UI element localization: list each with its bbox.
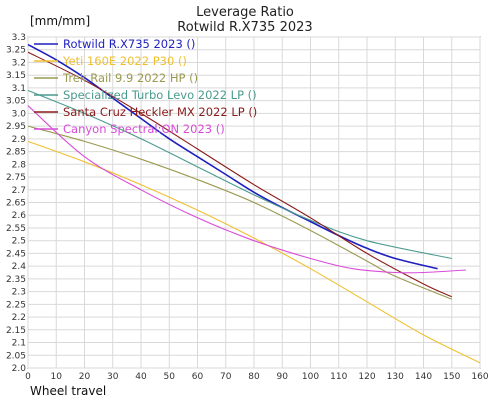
x-tick-label: 0	[25, 372, 31, 382]
tick-labels: 2.0 2.05 2.1 2.15 2.2 2.25 2.3 2.35 2.4 2.45 2.5 2.…	[6, 33, 489, 382]
y-tick-label: 2.15	[6, 326, 26, 336]
legend: Rotwild R.X735 2023 () Yeti 160E 2022 P30…	[34, 37, 257, 136]
y-tick-label: 2.35	[6, 275, 26, 285]
x-tick-label: 20	[79, 372, 91, 382]
y-tick-label: 3.25	[6, 46, 26, 56]
x-tick-label: 100	[302, 372, 319, 382]
y-tick-label: 3.15	[6, 71, 26, 81]
y-tick-label: 2.2	[12, 313, 26, 323]
y-tick-label: 2.0	[12, 364, 27, 374]
y-tick-label: 3.05	[6, 97, 26, 107]
legend-entry: Trek Rail 9.9 2022 HP ()	[62, 71, 198, 85]
y-tick-label: 2.65	[6, 199, 26, 209]
y-axis-label: [mm/mm]	[30, 14, 90, 28]
legend-entry: Yeti 160E 2022 P30 ()	[62, 54, 187, 68]
x-tick-label: 30	[107, 372, 119, 382]
y-tick-label: 2.5	[12, 237, 26, 247]
grid-lines	[27, 36, 481, 369]
series-line-3	[27, 125, 453, 300]
y-tick-label: 3.3	[12, 33, 26, 43]
y-tick-label: 2.4	[12, 262, 27, 272]
y-tick-label: 2.85	[6, 148, 26, 158]
x-axis-label: Wheel travel	[30, 384, 106, 398]
y-tick-label: 2.3	[12, 288, 26, 298]
x-tick-label: 40	[135, 372, 147, 382]
series-line-1	[27, 43, 438, 270]
y-tick-label: 2.9	[12, 135, 27, 145]
x-tick-label: 60	[192, 372, 204, 382]
legend-entry: Rotwild R.X735 2023 ()	[63, 37, 195, 51]
chart-title: Leverage Ratio	[196, 5, 294, 20]
y-tick-label: 2.95	[6, 122, 26, 132]
y-tick-label: 2.1	[12, 339, 26, 349]
x-tick-label: 50	[164, 372, 176, 382]
x-tick-label: 10	[51, 372, 63, 382]
y-tick-label: 2.55	[6, 224, 26, 234]
y-tick-label: 3.1	[12, 84, 26, 94]
y-tick-label: 2.6	[12, 211, 27, 221]
x-tick-label: 90	[277, 372, 289, 382]
y-tick-label: 3.0	[12, 109, 27, 119]
x-tick-label: 150	[443, 372, 460, 382]
series-line-6	[27, 105, 466, 274]
y-tick-label: 2.05	[6, 351, 26, 361]
x-tick-label: 130	[387, 372, 404, 382]
y-tick-label: 2.8	[12, 160, 27, 170]
legend-entry: Santa Cruz Heckler MX 2022 LP ()	[63, 105, 257, 119]
x-tick-label: 160	[471, 372, 488, 382]
x-tick-label: 80	[248, 372, 260, 382]
x-tick-label: 140	[415, 372, 432, 382]
x-tick-label: 120	[358, 372, 375, 382]
series-line-5	[27, 51, 453, 298]
y-tick-label: 2.45	[6, 249, 26, 259]
chart-subtitle: Rotwild R.X735 2023	[177, 20, 312, 35]
y-tick-label: 2.75	[6, 173, 26, 183]
series-lines	[27, 43, 481, 364]
legend-entry: Specialized Turbo Levo 2022 LP ()	[63, 88, 257, 102]
x-tick-label: 70	[220, 372, 232, 382]
series-line-4	[27, 89, 452, 260]
y-tick-label: 2.25	[6, 300, 26, 310]
y-tick-label: 2.7	[12, 186, 26, 196]
y-tick-label: 3.2	[12, 58, 26, 68]
legend-entry: Canyon Spectral:ON 2023 ()	[63, 122, 225, 136]
x-tick-label: 110	[330, 372, 347, 382]
